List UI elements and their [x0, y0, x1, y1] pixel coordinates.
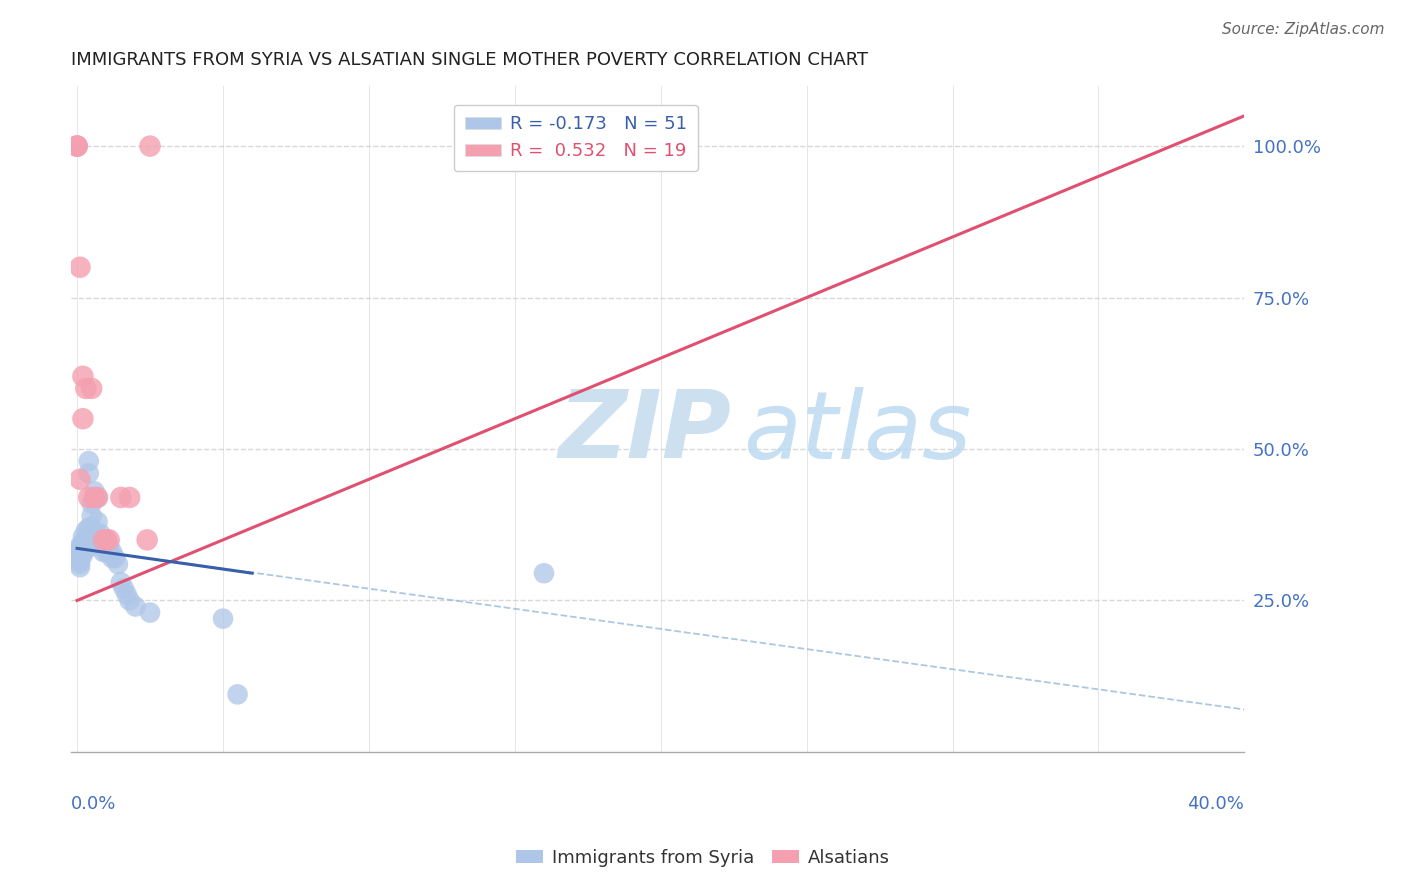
Point [69, 545, 91, 559]
Point [118, 491, 141, 505]
Point [77, 491, 100, 505]
Point [72, 536, 94, 550]
Point [77, 530, 100, 544]
Point [69, 557, 91, 571]
Point [80, 496, 103, 510]
Point [66, 139, 89, 153]
Point [80, 521, 103, 535]
Point [80, 536, 103, 550]
Point [80, 381, 103, 395]
Point [77, 521, 100, 535]
Point [89, 533, 111, 547]
Text: Source: ZipAtlas.com: Source: ZipAtlas.com [1222, 22, 1385, 37]
Point [98, 539, 121, 553]
Point [96, 545, 118, 559]
Point [89, 526, 111, 541]
Point [101, 545, 124, 559]
Point [83, 484, 105, 499]
Point [533, 566, 555, 581]
Point [115, 587, 138, 601]
Point [72, 539, 94, 553]
Point [139, 606, 162, 620]
Point [66, 139, 89, 153]
Text: atlas: atlas [744, 386, 972, 477]
Point [77, 454, 100, 468]
Point [69, 539, 91, 553]
Point [86, 491, 108, 505]
Text: 0.0%: 0.0% [72, 796, 117, 814]
Point [80, 508, 103, 523]
Point [75, 541, 97, 556]
Point [226, 687, 249, 701]
Point [91, 545, 114, 559]
Point [75, 533, 97, 547]
Point [91, 539, 114, 553]
Point [136, 533, 159, 547]
Point [75, 524, 97, 538]
Point [69, 260, 91, 275]
Point [96, 533, 118, 547]
Legend: Immigrants from Syria, Alsatians: Immigrants from Syria, Alsatians [509, 842, 897, 874]
Point [118, 593, 141, 607]
Point [98, 533, 121, 547]
Point [66, 139, 89, 153]
Point [104, 551, 127, 566]
Point [66, 548, 89, 562]
Point [101, 551, 124, 566]
Point [83, 491, 105, 505]
Point [96, 533, 118, 547]
Point [212, 612, 235, 626]
Point [91, 533, 114, 547]
Point [86, 491, 108, 505]
Point [72, 545, 94, 559]
Point [77, 467, 100, 481]
Point [72, 530, 94, 544]
Point [66, 545, 89, 559]
Point [69, 560, 91, 574]
Point [69, 472, 91, 486]
Text: 40.0%: 40.0% [1188, 796, 1244, 814]
Point [112, 582, 135, 596]
Point [69, 541, 91, 556]
Point [69, 548, 91, 562]
Point [83, 539, 105, 553]
Point [75, 381, 97, 395]
Point [72, 369, 94, 384]
Point [139, 139, 162, 153]
Point [69, 554, 91, 568]
Text: ZIP: ZIP [558, 386, 731, 478]
Point [72, 548, 94, 562]
Legend: R = -0.173   N = 51, R =  0.532   N = 19: R = -0.173 N = 51, R = 0.532 N = 19 [454, 104, 697, 171]
Point [110, 491, 132, 505]
Point [98, 545, 121, 559]
Point [124, 599, 146, 614]
Point [75, 539, 97, 553]
Point [72, 411, 94, 425]
Point [86, 515, 108, 529]
Text: IMMIGRANTS FROM SYRIA VS ALSATIAN SINGLE MOTHER POVERTY CORRELATION CHART: IMMIGRANTS FROM SYRIA VS ALSATIAN SINGLE… [72, 51, 869, 69]
Point [110, 575, 132, 590]
Point [107, 557, 129, 571]
